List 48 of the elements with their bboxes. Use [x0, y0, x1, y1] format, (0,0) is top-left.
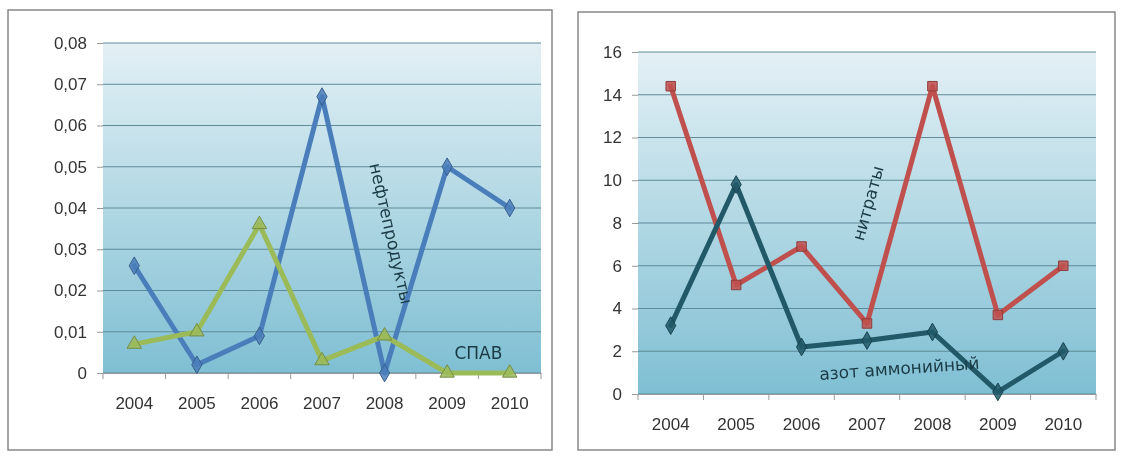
point	[992, 309, 1004, 321]
x-tick-label: 2006	[782, 415, 821, 435]
series-label: СПАВ	[454, 343, 503, 363]
y-tick-label: 4	[612, 299, 622, 319]
point	[665, 80, 676, 92]
point	[502, 364, 518, 378]
point	[796, 241, 807, 252]
x-tick-label: 2007	[848, 415, 886, 435]
y-tick-label: 14	[603, 85, 622, 105]
y-tick-label: 0	[77, 363, 87, 383]
y-tick-label: 0,04	[53, 198, 87, 218]
y-tick-label: 0,03	[53, 240, 87, 260]
y-tick-label: 0,08	[53, 33, 87, 53]
point	[314, 351, 330, 366]
point	[439, 364, 455, 378]
point	[1058, 260, 1069, 271]
y-tick-label: 10	[603, 171, 622, 191]
point	[730, 279, 742, 291]
x-tick-label: 2006	[240, 394, 279, 414]
y-tick-label: 0,07	[53, 75, 87, 95]
x-tick-label: 2008	[913, 415, 952, 435]
y-tick-label: 0,01	[53, 322, 87, 342]
x-tick-label: 2004	[115, 394, 154, 414]
y-tick-label: 0,06	[53, 116, 87, 136]
x-tick-label: 2009	[428, 394, 467, 414]
point	[927, 80, 938, 92]
y-tick-label: 0,02	[53, 281, 87, 301]
point	[251, 215, 268, 230]
x-tick-label: 2004	[651, 415, 690, 435]
point	[376, 327, 393, 341]
point	[861, 318, 873, 329]
x-tick-label: 2005	[717, 415, 756, 435]
y-tick-label: 0,05	[53, 157, 87, 177]
y-tick-label: 6	[612, 256, 622, 276]
x-tick-label: 2010	[490, 394, 529, 414]
x-tick-label: 2009	[978, 415, 1017, 435]
y-tick-label: 0	[612, 384, 622, 404]
y-tick-label: 8	[612, 213, 622, 233]
y-tick-label: 12	[603, 128, 622, 148]
point	[126, 335, 142, 349]
y-tick-label: 16	[603, 42, 622, 62]
x-tick-label: 2010	[1044, 415, 1083, 435]
x-tick-label: 2005	[177, 394, 216, 414]
y-tick-label: 2	[612, 342, 622, 362]
x-tick-label: 2007	[303, 394, 341, 414]
point	[189, 322, 205, 337]
series-label: азот аммонийный	[818, 352, 981, 384]
x-tick-label: 2008	[365, 394, 404, 414]
